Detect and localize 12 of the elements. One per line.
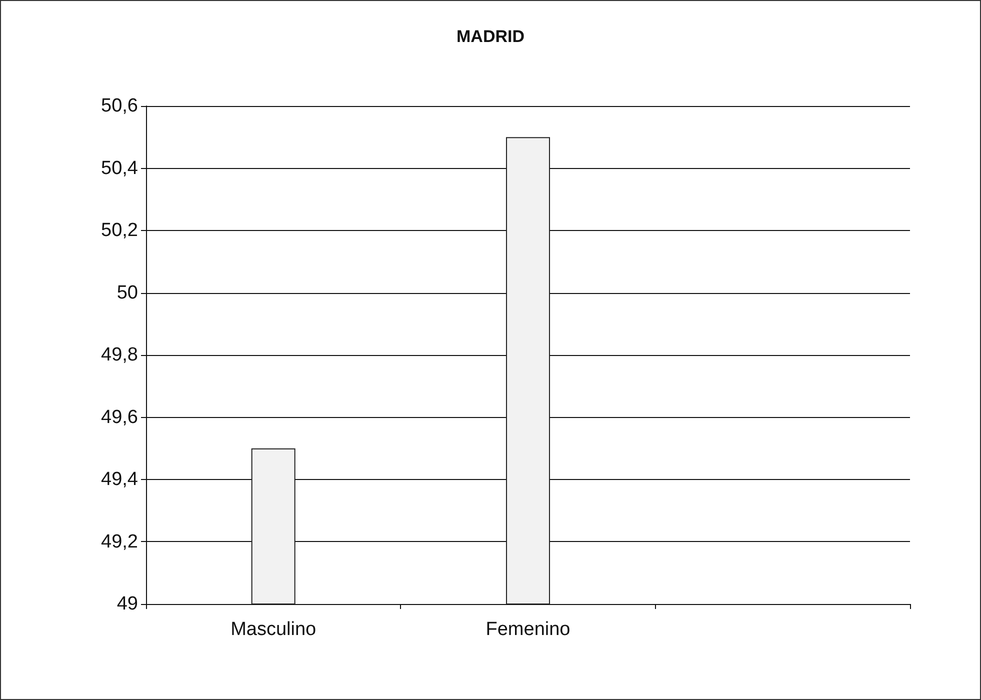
y-tick-label: 50 xyxy=(116,282,138,304)
y-tick-label: 50,2 xyxy=(101,220,138,241)
y-tick-label: 49,2 xyxy=(101,531,138,552)
x-tick-label: Masculino xyxy=(230,619,316,640)
y-tick-label: 50,4 xyxy=(101,158,138,179)
x-tick-label: Femenino xyxy=(486,619,570,640)
y-tick-label: 50,6 xyxy=(101,96,138,116)
y-tick-label: 49,6 xyxy=(101,406,138,428)
chart-title: MADRID xyxy=(456,27,524,46)
y-tick-label: 49,4 xyxy=(101,469,138,490)
y-tick-label: 49 xyxy=(116,594,138,614)
y-tick-label: 49,8 xyxy=(101,344,138,366)
